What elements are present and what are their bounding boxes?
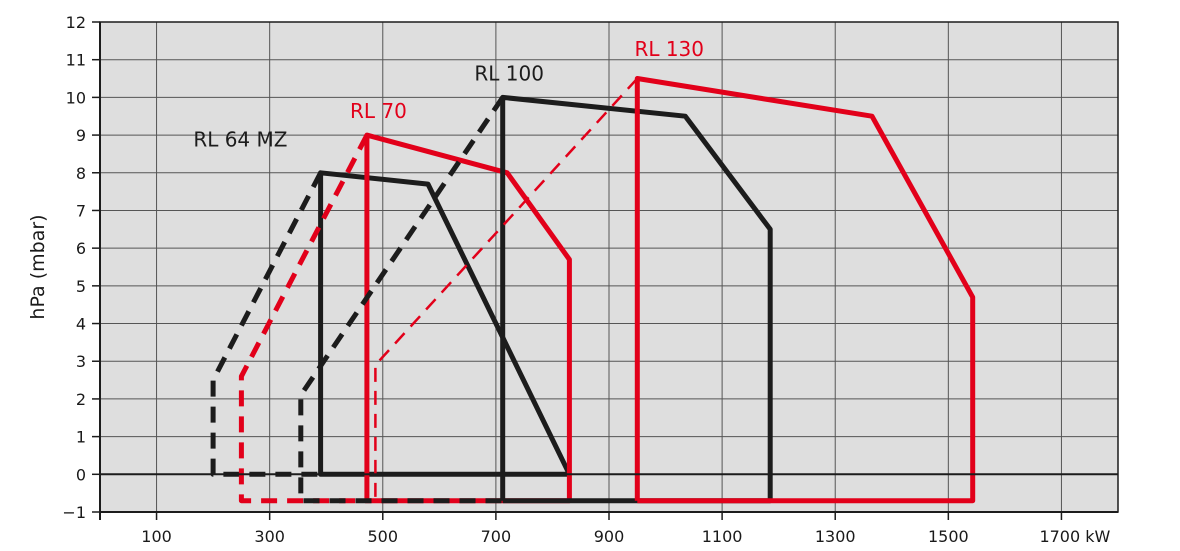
x-tick-label: 500 (368, 527, 399, 546)
y-tick-label: 8 (76, 164, 86, 183)
series-label: RL 64 MZ (193, 127, 287, 151)
series-label: RL 130 (634, 37, 704, 61)
series-rl-70-dashed-line (238, 133, 370, 504)
y-tick-label: 4 (76, 315, 86, 334)
y-tick-label: 6 (76, 239, 86, 258)
y-tick-label: −1 (62, 503, 86, 522)
y-tick-label: 11 (66, 51, 86, 70)
x-tick-label: 1700 kW (1039, 527, 1110, 546)
x-tick-label: 1100 (702, 527, 743, 546)
series-layer (100, 76, 1118, 504)
y-tick-label: 5 (76, 277, 86, 296)
x-tick-label: 700 (481, 527, 512, 546)
y-axis-title: hPa (mbar) (27, 214, 49, 319)
x-tick-label: 1500 (928, 527, 969, 546)
y-tick-label: 9 (76, 126, 86, 145)
y-tick-label: 12 (66, 13, 86, 32)
x-tick-label: 300 (254, 527, 285, 546)
y-tick-label: 3 (76, 352, 86, 371)
series-label: RL 100 (474, 61, 544, 85)
series-rl-130-solid-line (634, 76, 976, 504)
x-tick-label: 1300 (815, 527, 856, 546)
x-tick-label: 900 (594, 527, 625, 546)
y-tick-label: 7 (76, 201, 86, 220)
series-labels: RL 64 MZ RL 70 RL 100 RL 130 (193, 37, 704, 151)
y-tick-label: 10 (66, 88, 86, 107)
series-label: RL 70 (350, 99, 407, 123)
grid-lines (100, 21, 1118, 513)
series-rl-64-mz-dashed-line (210, 171, 323, 477)
y-tick-label: 0 (76, 465, 86, 484)
x-tick-label: 100 (141, 527, 172, 546)
y-tick-label: 2 (76, 390, 86, 409)
y-tick-label: 1 (76, 428, 86, 447)
